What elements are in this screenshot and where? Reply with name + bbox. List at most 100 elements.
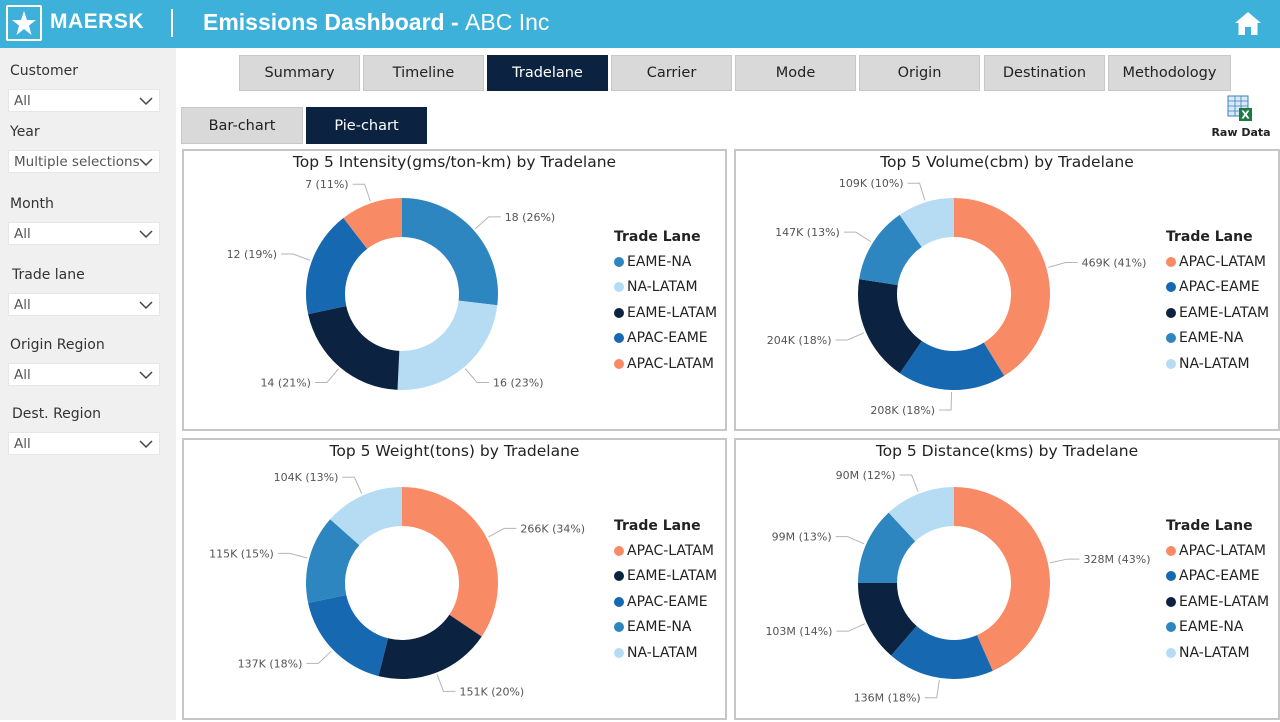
chart-legend: Trade Lane APAC-LATAM APAC-EAME EAME-LATAM E… — [1166, 518, 1269, 666]
legend-item-apac-latam[interactable]: APAC-LATAM — [614, 538, 717, 564]
slice-eame-na[interactable] — [859, 214, 922, 286]
slice-apac-eame[interactable] — [891, 626, 993, 679]
legend-label: EAME-LATAM — [627, 568, 718, 585]
slice-na-latam[interactable] — [397, 300, 498, 390]
leader-line — [836, 623, 866, 632]
bar-chart-button[interactable]: Bar-chart — [181, 107, 303, 144]
page-title: Emissions Dashboard - ABC Inc — [203, 9, 549, 36]
header-divider — [171, 9, 173, 37]
slice-apac-eame[interactable] — [308, 594, 389, 677]
slice-apac-latam[interactable] — [954, 198, 1050, 376]
trade-lane-dropdown[interactable]: All — [8, 293, 160, 316]
legend-swatch — [1166, 571, 1176, 582]
legend-item-na-latam[interactable]: NA-LATAM — [1166, 640, 1269, 666]
raw-data-button[interactable]: X Raw Data — [1208, 95, 1274, 141]
legend-title: Trade Lane — [614, 518, 701, 534]
chart-title: Top 5 Intensity(gms/ton-km) by Tradelane — [292, 153, 617, 171]
tab-destination[interactable]: Destination — [984, 55, 1105, 91]
legend-item-eame-latam[interactable]: EAME-LATAM — [1166, 589, 1269, 615]
intensity-chart-panel: Top 5 Intensity(gms/ton-km) by Tradelane… — [182, 149, 727, 431]
data-label: 16 (23%) — [493, 376, 544, 389]
legend-swatch — [1166, 282, 1176, 293]
leader-line — [843, 231, 872, 243]
legend-item-apac-eame[interactable]: APAC-EAME — [614, 589, 717, 615]
slice-apac-latam[interactable] — [343, 198, 402, 249]
legend-item-eame-latam[interactable]: EAME-LATAM — [1166, 300, 1269, 326]
dest-region-dropdown[interactable]: All — [8, 432, 160, 455]
dest-region-dropdown-value: All — [14, 436, 31, 452]
data-label: 147K (13%) — [775, 226, 840, 239]
tab-timeline[interactable]: Timeline — [363, 55, 484, 91]
trade-lane-dropdown-value: All — [14, 297, 31, 313]
slice-eame-na[interactable] — [306, 519, 360, 603]
data-label: 204K (18%) — [767, 334, 832, 347]
chart-legend: Trade Lane APAC-LATAM EAME-LATAM APAC-EAME E… — [614, 518, 717, 666]
tab-tradelane[interactable]: Tradelane — [487, 55, 608, 91]
slice-na-latam[interactable] — [888, 487, 954, 542]
pie-chart-button[interactable]: Pie-chart — [306, 107, 427, 144]
legend-title: Trade Lane — [1166, 518, 1253, 534]
legend-item-apac-latam[interactable]: APAC-LATAM — [1166, 538, 1269, 564]
legend-label: APAC-EAME — [1179, 568, 1260, 585]
slice-eame-latam[interactable] — [858, 583, 917, 656]
leader-line — [436, 674, 456, 692]
origin-region-dropdown[interactable]: All — [8, 363, 160, 386]
slice-eame-latam[interactable] — [858, 279, 922, 374]
slice-apac-latam[interactable] — [954, 487, 1050, 671]
legend-title: Trade Lane — [614, 229, 701, 245]
month-dropdown[interactable]: All — [8, 222, 160, 245]
slice-na-latam[interactable] — [899, 198, 954, 248]
year-dropdown[interactable]: Multiple selections — [8, 150, 160, 173]
data-label: 109K (10%) — [839, 177, 904, 190]
slice-eame-na[interactable] — [402, 198, 498, 306]
data-label: 266K (34%) — [520, 522, 585, 535]
legend-item-eame-latam[interactable]: EAME-LATAM — [614, 564, 717, 590]
slice-apac-eame[interactable] — [306, 217, 368, 315]
tab-carrier[interactable]: Carrier — [611, 55, 732, 91]
slice-eame-latam[interactable] — [378, 614, 482, 679]
chevron-down-icon — [139, 158, 153, 167]
legend-item-eame-na[interactable]: EAME-NA — [614, 615, 717, 641]
legend-item-apac-eame[interactable]: APAC-EAME — [1166, 275, 1269, 301]
leader-line — [939, 391, 953, 411]
legend-item-apac-latam[interactable]: APAC-LATAM — [1166, 249, 1269, 275]
slice-apac-eame[interactable] — [899, 341, 1005, 390]
data-label: 469K (41%) — [1082, 257, 1147, 270]
legend-swatch — [1166, 545, 1176, 556]
legend-item-eame-na[interactable]: EAME-NA — [1166, 326, 1269, 352]
data-label: 90M (12%) — [836, 469, 896, 482]
legend-item-eame-latam[interactable]: EAME-LATAM — [614, 300, 717, 326]
slice-eame-latam[interactable] — [308, 305, 400, 390]
legend-item-eame-na[interactable]: EAME-NA — [1166, 615, 1269, 641]
leader-line — [1048, 262, 1078, 268]
chevron-down-icon — [139, 230, 153, 239]
slice-apac-latam[interactable] — [402, 487, 498, 637]
tab-summary[interactable]: Summary — [239, 55, 360, 91]
legend-item-apac-latam[interactable]: APAC-LATAM — [614, 351, 717, 377]
weight-donut-chart: 266K (34%) 151K (20%) 137K (18%) 115K (15%)… — [209, 471, 585, 698]
legend-item-na-latam[interactable]: NA-LATAM — [1166, 351, 1269, 377]
chart-legend: Trade Lane APAC-LATAM APAC-EAME EAME-LATAM E… — [1166, 229, 1269, 377]
maersk-star-logo-icon — [6, 5, 42, 41]
legend-label: APAC-LATAM — [627, 355, 715, 372]
customer-dropdown[interactable]: All — [8, 89, 160, 112]
tab-methodology[interactable]: Methodology — [1108, 55, 1231, 91]
legend-label: EAME-NA — [1179, 330, 1244, 347]
home-icon[interactable] — [1234, 10, 1262, 36]
legend-item-eame-na[interactable]: EAME-NA — [614, 249, 717, 275]
legend-label: NA-LATAM — [1179, 644, 1250, 661]
data-label: 137K (18%) — [238, 657, 303, 670]
tab-mode[interactable]: Mode — [735, 55, 856, 91]
filter-label-origin-region: Origin Region — [10, 337, 105, 353]
legend-item-na-latam[interactable]: NA-LATAM — [614, 640, 717, 666]
slice-na-latam[interactable] — [330, 487, 402, 546]
legend-item-na-latam[interactable]: NA-LATAM — [614, 275, 717, 301]
legend-swatch — [1166, 596, 1176, 607]
legend-label: EAME-NA — [627, 619, 692, 636]
legend-swatch — [614, 358, 624, 369]
slice-eame-na[interactable] — [858, 512, 916, 583]
legend-item-apac-eame[interactable]: APAC-EAME — [1166, 564, 1269, 590]
svg-text:X: X — [1241, 109, 1250, 122]
tab-origin[interactable]: Origin — [859, 55, 980, 91]
legend-item-apac-eame[interactable]: APAC-EAME — [614, 326, 717, 352]
